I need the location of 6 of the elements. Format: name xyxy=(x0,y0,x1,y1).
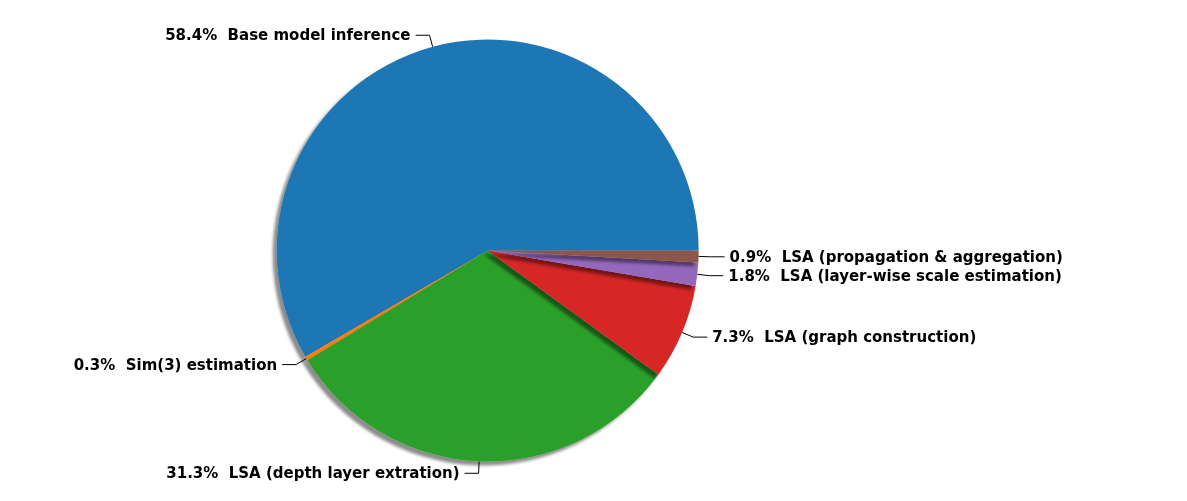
slice-label: 1.8% LSA (layer-wise scale estimation) xyxy=(728,266,1062,285)
slice-label: 0.3% Sim(3) estimation xyxy=(73,355,278,374)
slice-label: 31.3% LSA (depth layer extration) xyxy=(166,464,460,483)
slice-label: 7.3% LSA (graph construction) xyxy=(712,328,977,347)
slice-label: 58.4% Base model inference xyxy=(165,26,411,45)
slice-label: 0.9% LSA (propagation & aggregation) xyxy=(729,247,1063,266)
